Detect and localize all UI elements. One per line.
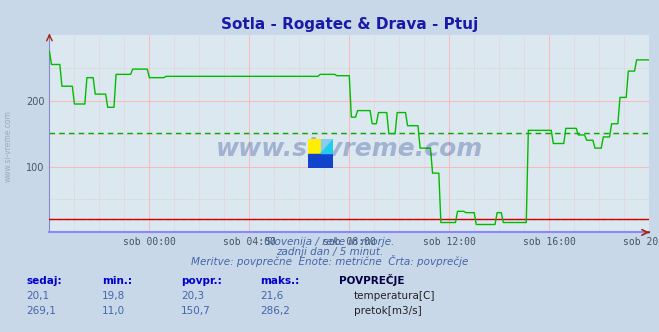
Text: 20,1: 20,1 xyxy=(26,291,49,301)
Text: 11,0: 11,0 xyxy=(102,306,125,316)
Text: www.si-vreme.com: www.si-vreme.com xyxy=(3,110,13,182)
Bar xyxy=(308,139,321,153)
Text: Slovenija / reke in morje.: Slovenija / reke in morje. xyxy=(265,237,394,247)
Text: 269,1: 269,1 xyxy=(26,306,56,316)
Text: www.si-vreme.com: www.si-vreme.com xyxy=(215,137,483,161)
Text: 21,6: 21,6 xyxy=(260,291,283,301)
Text: 20,3: 20,3 xyxy=(181,291,204,301)
Title: Sotla - Rogatec & Drava - Ptuj: Sotla - Rogatec & Drava - Ptuj xyxy=(221,17,478,32)
Bar xyxy=(321,139,333,153)
Text: POVPREČJE: POVPREČJE xyxy=(339,274,405,286)
Text: Meritve: povprečne  Enote: metrične  Črta: povprečje: Meritve: povprečne Enote: metrične Črta:… xyxy=(191,255,468,267)
Text: 150,7: 150,7 xyxy=(181,306,211,316)
Polygon shape xyxy=(321,139,333,153)
Text: pretok[m3/s]: pretok[m3/s] xyxy=(354,306,422,316)
Text: zadnji dan / 5 minut.: zadnji dan / 5 minut. xyxy=(276,247,383,257)
Bar xyxy=(308,153,333,168)
Text: min.:: min.: xyxy=(102,276,132,286)
Text: temperatura[C]: temperatura[C] xyxy=(354,291,436,301)
Text: povpr.:: povpr.: xyxy=(181,276,222,286)
Text: 19,8: 19,8 xyxy=(102,291,125,301)
Text: 286,2: 286,2 xyxy=(260,306,290,316)
Text: sedaj:: sedaj: xyxy=(26,276,62,286)
Text: maks.:: maks.: xyxy=(260,276,300,286)
